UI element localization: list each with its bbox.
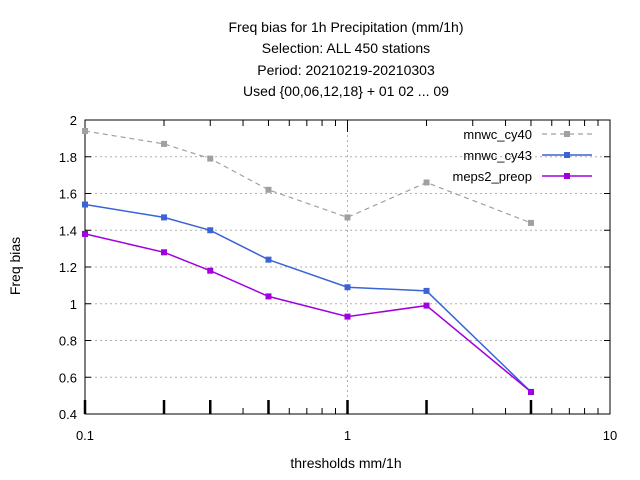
title-line-4: Used {00,06,12,18} + 01 02 ... 09 <box>243 83 449 99</box>
axes <box>83 119 611 415</box>
x-tick-label: 10 <box>603 428 617 443</box>
data-point-mnwc_cy40 <box>527 219 534 226</box>
legend: mnwc_cy40 mnwc_cy43 meps2_preop <box>453 127 592 184</box>
data-point-mnwc_cy40 <box>207 155 214 162</box>
data-point-mnwc_cy43 <box>344 284 351 291</box>
title-line-3: Period: 20210219-20210303 <box>257 62 435 78</box>
plot-frame <box>84 119 611 415</box>
data-point-mnwc_cy43 <box>82 201 88 208</box>
title-line-1: Freq bias for 1h Precipitation (mm/1h) <box>229 19 464 35</box>
tick-labels: 0.4 0.6 0.8 1 1.2 1.4 1.6 1.8 2 0.1 1 10 <box>59 113 617 443</box>
y-tick-label: 2 <box>70 113 77 128</box>
legend-label-mnwc_cy43: mnwc_cy43 <box>463 148 532 163</box>
title-line-2: Selection: ALL 450 stations <box>262 40 430 56</box>
data-point-meps2_preop <box>344 313 351 320</box>
series-line-meps2_preop <box>84 233 532 393</box>
y-tick-label: 1.8 <box>59 150 77 165</box>
legend-label-mnwc_cy40: mnwc_cy40 <box>463 127 532 142</box>
x-tick-label: 0.1 <box>76 428 94 443</box>
data-point-meps2_preop <box>527 388 534 395</box>
legend-marker-meps2_preop <box>564 173 570 179</box>
y-tick-label: 1 <box>70 297 77 312</box>
data-point-meps2_preop <box>161 249 168 256</box>
y-tick-label: 1.6 <box>59 187 77 202</box>
y-tick-label: 0.6 <box>59 370 77 385</box>
data-point-meps2_preop <box>265 293 272 300</box>
data-point-meps2_preop <box>207 267 214 274</box>
series <box>82 128 534 395</box>
x-axis-label: thresholds mm/1h <box>290 455 401 471</box>
data-point-mnwc_cy43 <box>265 256 272 263</box>
series-line-mnwc_cy43 <box>84 203 532 393</box>
data-point-mnwc_cy43 <box>423 287 430 294</box>
data-point-meps2_preop <box>82 230 88 237</box>
data-point-mnwc_cy40 <box>82 128 88 135</box>
y-tick-label: 1.2 <box>59 260 77 275</box>
legend-label-meps2_preop: meps2_preop <box>453 169 533 184</box>
y-tick-label: 1.4 <box>59 223 77 238</box>
data-point-mnwc_cy43 <box>161 214 168 221</box>
data-point-mnwc_cy40 <box>265 186 272 193</box>
legend-marker-mnwc_cy43 <box>564 152 570 158</box>
chart-title: Freq bias for 1h Precipitation (mm/1h) S… <box>229 19 464 99</box>
legend-marker-mnwc_cy40 <box>564 131 570 137</box>
data-point-mnwc_cy40 <box>161 140 168 147</box>
grid <box>85 120 610 414</box>
data-point-mnwc_cy40 <box>423 179 430 186</box>
data-point-mnwc_cy40 <box>344 214 351 221</box>
x-tick-label: 1 <box>344 428 351 443</box>
y-tick-label: 0.8 <box>59 334 77 349</box>
data-point-mnwc_cy43 <box>207 227 214 234</box>
data-point-meps2_preop <box>423 302 430 309</box>
y-axis-label: Freq bias <box>7 237 23 295</box>
y-tick-label: 0.4 <box>59 407 77 422</box>
